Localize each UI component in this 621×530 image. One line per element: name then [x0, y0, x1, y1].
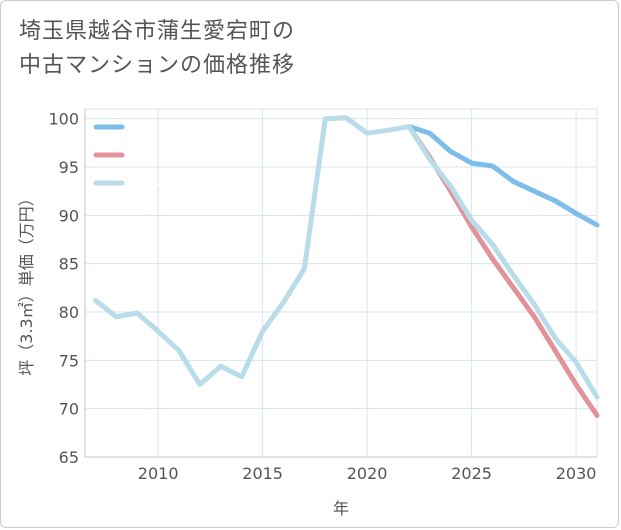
chart-title-line2: 中古マンションの価格推移	[19, 53, 296, 78]
y-tick-label: 100	[48, 110, 79, 129]
series-line-3	[92, 115, 600, 400]
x-tick-label: 2015	[242, 464, 283, 483]
chart-axes: 65 70 75 80 85 90 95 100 2010 2015 2020 2025 2030 年 坪（…	[17, 109, 597, 518]
chart-series	[92, 115, 600, 418]
x-axis-title: 年	[333, 499, 349, 518]
y-tick-label: 70	[59, 400, 79, 419]
y-tick-label: 65	[59, 448, 79, 467]
x-tick-label: 2010	[138, 464, 179, 483]
legend-label-2: バッドシナリオ	[128, 148, 212, 162]
chart-title-line1: 埼玉県越谷市蒲生愛宕町の	[19, 19, 296, 44]
series-line-1	[406, 123, 600, 228]
y-tick-label: 95	[59, 158, 79, 177]
legend-label-3: ノーマルシナリオ	[128, 176, 224, 190]
x-tick-label: 2020	[347, 464, 388, 483]
y-tick-label: 75	[59, 351, 79, 370]
legend-label-1: グッドシナリオ	[128, 120, 212, 134]
y-tick-label: 85	[59, 255, 79, 274]
y-axis-title: 坪（3.3㎡）単価（万円）	[17, 190, 36, 375]
y-tick-label: 90	[59, 206, 79, 225]
x-tick-label: 2025	[451, 464, 492, 483]
chart-title: 埼玉県越谷市蒲生愛宕町の 中古マンションの価格推移	[19, 15, 295, 83]
y-tick-label: 80	[59, 303, 79, 322]
x-tick-label: 2030	[556, 464, 597, 483]
